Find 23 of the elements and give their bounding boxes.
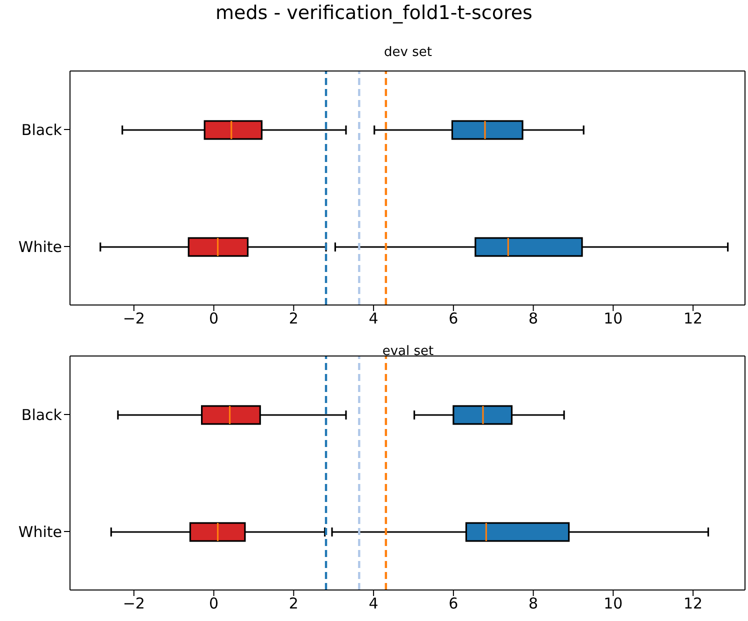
y-tick-label: White [18, 522, 62, 541]
x-tick-label: 12 [684, 310, 703, 328]
chart-subtitle: eval set [381, 344, 435, 359]
y-tick-label: Black [21, 406, 62, 424]
x-tick-label: 12 [684, 594, 703, 613]
x-tick-label: −2 [122, 594, 145, 613]
x-tick-label: 6 [448, 594, 458, 613]
y-tick-label: White [18, 238, 62, 256]
x-tick-label: 4 [368, 310, 378, 328]
x-tick-label: 2 [288, 594, 298, 613]
x-tick-label: 8 [528, 594, 538, 613]
x-tick-label: 2 [288, 310, 298, 328]
x-tick-label: 10 [604, 310, 623, 328]
x-tick-label: 0 [209, 310, 219, 328]
x-tick-label: 8 [528, 310, 538, 328]
x-tick-label: 6 [448, 310, 458, 328]
x-tick-label: 10 [604, 594, 623, 613]
x-tick-label: −2 [122, 310, 145, 328]
chart-subtitle: dev set [383, 45, 433, 60]
chart-title: meds - verification_fold1-t-scores [214, 2, 534, 24]
x-tick-label: 0 [209, 594, 219, 613]
x-tick-label: 4 [368, 594, 378, 613]
y-tick-label: Black [21, 120, 62, 139]
